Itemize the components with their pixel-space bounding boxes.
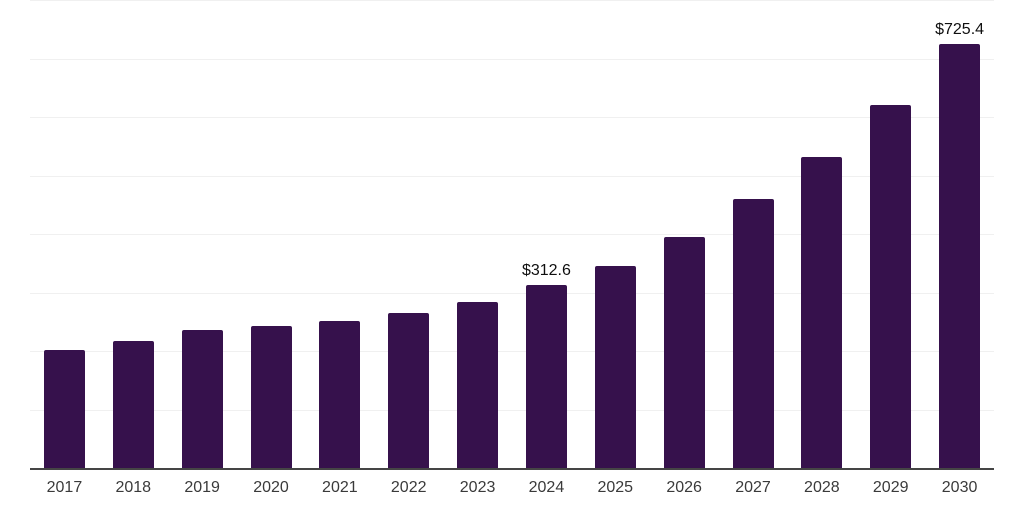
bar-2030 xyxy=(939,43,981,468)
x-tick-2025: 2025 xyxy=(597,479,634,496)
bar-2025 xyxy=(594,265,636,468)
bar-2019 xyxy=(181,330,223,468)
bar-2028 xyxy=(801,157,843,468)
gridline-300 xyxy=(30,292,994,294)
x-tick-2028: 2028 xyxy=(804,479,840,496)
value-label-2024: $312.6 xyxy=(521,262,571,280)
x-tick-2029: 2029 xyxy=(872,479,909,496)
value-label-2030: $725.4 xyxy=(935,20,985,38)
bar-2029 xyxy=(870,104,912,468)
x-tick-2026: 2026 xyxy=(666,479,702,496)
bar-2020 xyxy=(250,326,292,468)
x-axis-line xyxy=(30,468,994,470)
bar-2026 xyxy=(663,237,705,468)
bar-2017 xyxy=(43,350,85,468)
x-tick-2021: 2021 xyxy=(322,479,358,496)
x-tick-2023: 2023 xyxy=(459,479,496,496)
bar-2027 xyxy=(732,199,774,468)
gridline-500 xyxy=(30,175,994,177)
x-tick-2019: 2019 xyxy=(184,479,220,496)
gridline-400 xyxy=(30,234,994,235)
bar-2018 xyxy=(112,341,154,468)
bar-2022 xyxy=(388,313,430,468)
x-tick-2020: 2020 xyxy=(253,479,289,496)
bar-2023 xyxy=(457,302,499,468)
x-tick-2017: 2017 xyxy=(46,479,83,496)
gridline-700 xyxy=(30,58,994,60)
x-tick-2022: 2022 xyxy=(390,479,427,496)
plot-area: $312.6 $725.4 xyxy=(30,0,994,470)
x-tick-2027: 2027 xyxy=(735,479,771,496)
x-tick-2024: 2024 xyxy=(528,479,565,496)
gridline-100 xyxy=(30,409,994,411)
x-tick-2030: 2030 xyxy=(941,479,978,496)
x-tick-2018: 2018 xyxy=(115,479,152,496)
gridline-800 xyxy=(30,0,994,1)
bar-2021 xyxy=(319,321,361,468)
x-axis-labels: 2017 2018 2019 2020 2021 2022 2023 2024 2025 2026… xyxy=(30,479,994,503)
gridline-200 xyxy=(30,351,994,352)
gridline-600 xyxy=(30,117,994,118)
bar-2024 xyxy=(525,285,567,468)
